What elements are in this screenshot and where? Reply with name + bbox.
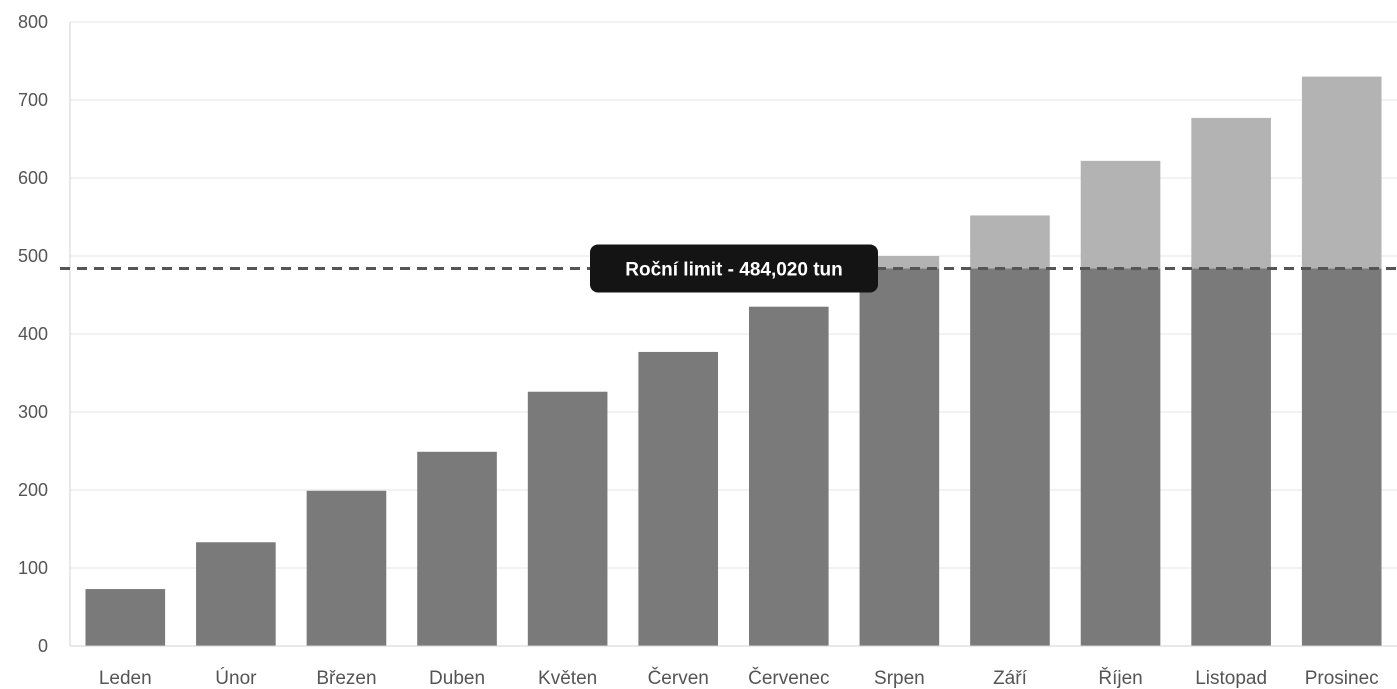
limit-annotation: Roční limit - 484,020 tun <box>60 244 1397 293</box>
y-tick-label: 700 <box>18 90 48 110</box>
bar-over-limit-10 <box>1080 160 1161 269</box>
bar-over-limit-11 <box>1191 117 1271 269</box>
y-tick-label: 500 <box>18 246 48 266</box>
bar-within-limit-5 <box>527 391 608 646</box>
x-tick-label: Červenec <box>748 667 829 689</box>
bar-within-limit-9 <box>970 268 1050 646</box>
bar-within-limit-2 <box>196 542 276 646</box>
bar-within-limit-6 <box>638 351 719 646</box>
bar-over-limit-9 <box>970 215 1050 269</box>
y-tick-label: 400 <box>18 324 48 344</box>
x-tick-label: Únor <box>215 667 257 689</box>
y-tick-label: 100 <box>18 558 48 578</box>
bar-within-limit-4 <box>417 451 497 646</box>
bar-within-limit-11 <box>1191 268 1271 646</box>
axis-layer: 0 100 200 300 400 500 600 700 800 Leden Únor Březen… <box>18 12 1397 689</box>
x-tick-label: Leden <box>99 668 152 689</box>
y-tick-label: 600 <box>18 168 48 188</box>
x-tick-label: Září <box>993 668 1028 689</box>
bar-within-limit-12 <box>1301 268 1382 646</box>
bar-within-limit-3 <box>306 490 387 646</box>
limit-label-box <box>590 244 878 293</box>
y-tick-label: 200 <box>18 480 48 500</box>
x-tick-label: Červen <box>648 667 709 689</box>
bar-over-limit-12 <box>1301 76 1382 269</box>
limit-label: Roční limit - 484,020 tun <box>625 259 843 280</box>
x-tick-label: Srpen <box>874 668 925 689</box>
x-tick-label: Květen <box>538 668 597 689</box>
x-tick-label: Listopad <box>1195 668 1267 689</box>
bar-within-limit-10 <box>1080 268 1161 646</box>
y-tick-label: 0 <box>38 636 48 656</box>
bar-within-limit-1 <box>85 589 166 646</box>
x-tick-label: Říjen <box>1098 667 1142 689</box>
x-tick-label: Prosinec <box>1305 668 1379 689</box>
x-tick-label: Březen <box>316 668 376 689</box>
bar-within-limit-8 <box>859 268 940 646</box>
x-tick-label: Duben <box>429 668 485 689</box>
bars-layer <box>85 76 1382 646</box>
bar-over-limit-8 <box>859 256 940 269</box>
y-tick-label: 300 <box>18 402 48 422</box>
y-tick-label: 800 <box>18 12 48 32</box>
bar-within-limit-7 <box>748 306 829 646</box>
